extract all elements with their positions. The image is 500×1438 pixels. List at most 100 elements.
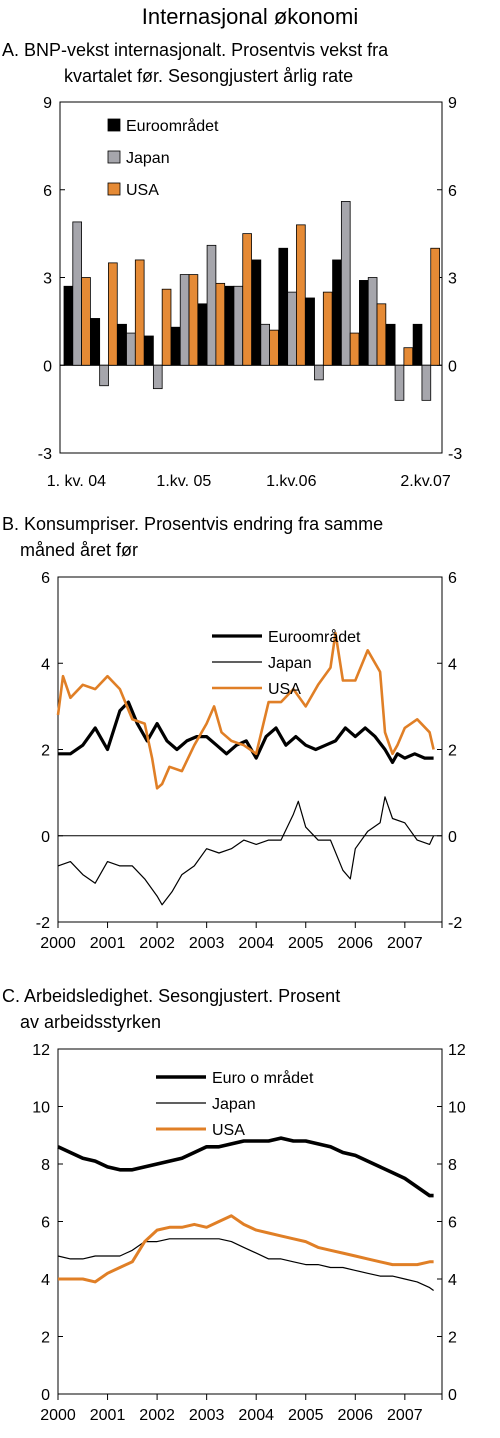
y-tick-label-right: 6 [448,570,457,587]
panel-b-title-line1: B. Konsumpriser. Prosentvis endring fra … [2,514,383,534]
bar-usa [269,329,279,366]
y-tick-label-left: 6 [41,570,50,587]
bar-euro [278,247,289,366]
series-line-japan [57,796,435,906]
bar-euro [305,297,315,366]
y-tick-label-right: 9 [448,95,457,112]
bar-japan [314,364,324,381]
bar-japan [260,323,270,366]
bar-japan [340,201,351,366]
y-tick-label-right: 4 [448,1272,457,1289]
y-tick-label-right: 6 [448,1215,457,1232]
panel-c-title-line1: C. Arbeidsledighet. Sesongjustert. Prose… [2,986,340,1006]
legend-label: USA [126,182,159,199]
y-tick-label-left: 0 [43,358,52,375]
y-tick-label-left: 6 [41,1215,50,1232]
x-tick-label: 2006 [337,935,373,952]
bar-usa [349,332,360,366]
bar-usa [376,303,387,366]
bar-euro [197,303,208,366]
y-tick-label-right: 2 [448,1330,457,1347]
bar-euro [171,326,181,366]
bar-euro [332,259,342,366]
bar-euro [224,285,235,366]
x-tick-label: 1. kv. 04 [47,473,106,490]
bar-usa [108,262,118,366]
y-tick-label-right: 6 [448,183,457,200]
bar-japan [152,364,163,390]
series-line-japan [57,1238,434,1291]
panel-b: B. Konsumpriser. Prosentvis endring fra … [2,514,462,952]
bar-usa [188,274,199,366]
legend-label: Japan [126,150,170,167]
y-tick-label-left: 2 [41,743,50,760]
x-tick-label: 2003 [189,1407,225,1424]
panel-b-title-line2: måned året før [20,540,138,560]
bar-usa [134,259,145,366]
bar-japan [367,277,378,366]
bar-euro [144,335,154,366]
series-line-euro [57,1136,434,1198]
bar-euro [117,323,127,366]
x-tick-label: 2007 [387,1407,423,1424]
x-tick-label: 2000 [40,935,76,952]
legend-label: Euroområdet [126,117,219,135]
x-tick-label: 2001 [90,935,126,952]
bar-usa [296,224,306,366]
x-tick-label: 2004 [238,935,274,952]
bar-usa [161,288,172,366]
figure-title: Internasjonal økonomi [142,4,358,29]
bar-euro [90,318,101,366]
legend-swatch-japan [107,150,121,164]
legend-label: Euroområdet [268,628,361,646]
bar-usa [322,291,333,366]
bar-japan [394,364,405,401]
y-tick-label-right: 12 [448,1042,466,1059]
legend-label: USA [268,681,301,698]
legend-swatch-usa [107,182,121,196]
y-tick-label-right: 0 [448,358,457,375]
bar-usa [215,282,226,366]
series-line-euro [58,700,434,765]
x-tick-label: 2004 [238,1407,274,1424]
x-tick-label: 1.kv. 05 [156,473,211,490]
x-tick-label: 2005 [288,935,324,952]
bar-japan [206,244,217,366]
bar-euro [385,323,396,366]
y-tick-label-left: 2 [41,1330,50,1347]
y-tick-label-right: 8 [448,1157,457,1174]
legend-label: Japan [268,655,312,672]
y-tick-label-left: 9 [43,95,52,112]
x-tick-label: 1.kv.06 [266,473,317,490]
bar-euro [412,323,423,366]
x-tick-label: 2003 [189,935,225,952]
legend-label: USA [212,1122,245,1139]
y-tick-label-right: 3 [448,271,457,288]
y-tick-label-left: 3 [43,271,52,288]
series-line-usa [58,1214,434,1284]
panel-c: C. Arbeidsledighet. Sesongjustert. Prose… [2,986,466,1424]
panel-a: A. BNP-vekst internasjonalt. Prosentvis … [2,40,462,490]
y-tick-label-right: 2 [448,743,457,760]
bar-euro [359,280,369,366]
y-tick-label-left: 10 [32,1100,50,1117]
legend-label: Euro o mrådet [212,1069,314,1087]
y-tick-label-left: 6 [43,183,52,200]
panel-c-title-line2: av arbeidsstyrken [20,1012,161,1032]
bar-usa [403,347,414,366]
y-tick-label-right: 4 [448,656,457,673]
bar-japan [72,221,83,366]
bar-japan [99,364,109,387]
bar-euro [251,259,262,366]
y-tick-label-left: 8 [41,1157,50,1174]
legend-label: Japan [212,1096,256,1113]
bar-japan [179,274,190,366]
bar-japan [233,285,244,366]
x-tick-label: 2007 [387,935,423,952]
bar-usa [242,233,252,366]
y-tick-label-left: 4 [41,1272,50,1289]
y-tick-label-left: -3 [38,446,52,463]
y-tick-label-right: -3 [448,446,462,463]
series-line-usa [56,631,435,790]
